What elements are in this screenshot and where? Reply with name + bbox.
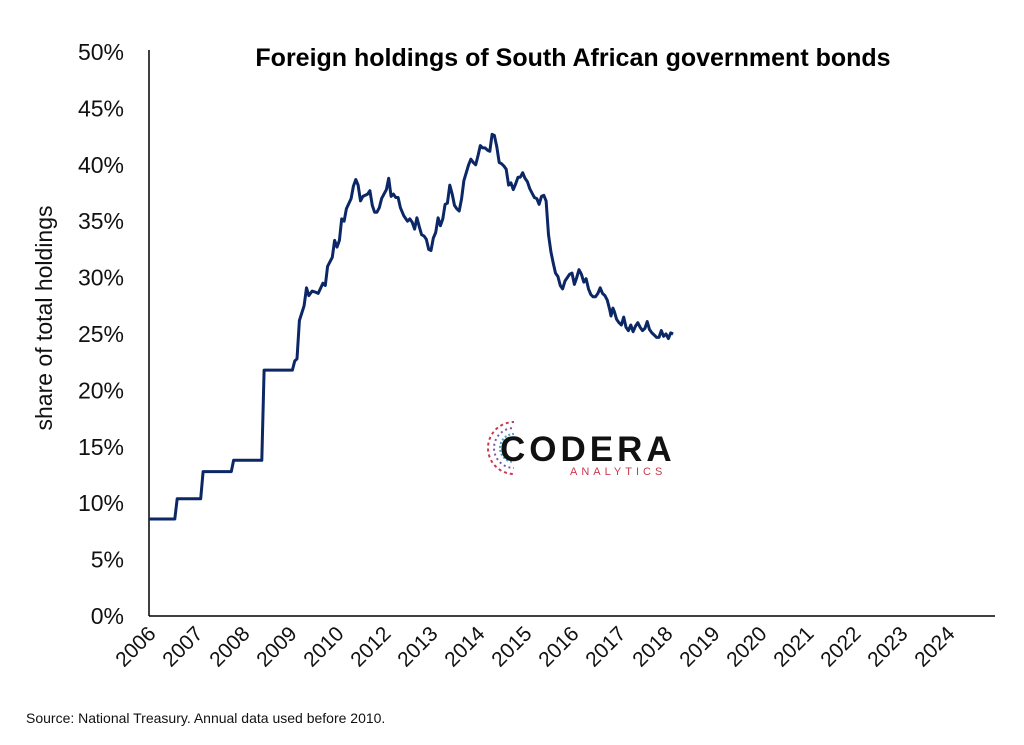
y-tick-label: 30% xyxy=(78,265,124,291)
logo-mark-icon xyxy=(487,420,544,478)
chart-title: Foreign holdings of South African govern… xyxy=(255,44,890,72)
y-tick-label: 35% xyxy=(78,208,124,234)
x-tick-label: 2009 xyxy=(252,622,301,671)
x-tick-label: 2023 xyxy=(863,622,912,671)
x-tick-label: 2021 xyxy=(769,622,818,671)
y-axis-label: share of total holdings xyxy=(31,205,57,430)
x-tick-label: 2016 xyxy=(534,622,583,671)
x-tick-label: 2006 xyxy=(111,622,160,671)
x-tick-label: 2019 xyxy=(675,622,724,671)
logo-name: CODERA xyxy=(500,430,676,469)
y-tick-label: 40% xyxy=(78,152,124,178)
x-tick-label: 2010 xyxy=(299,622,348,671)
y-tick-label: 15% xyxy=(78,434,124,460)
source-note: Source: National Treasury. Annual data u… xyxy=(26,710,386,726)
x-tick-label: 2008 xyxy=(205,622,254,671)
y-tick-label: 0% xyxy=(91,603,124,629)
x-tick-label: 2012 xyxy=(346,622,395,671)
x-tick-label: 2017 xyxy=(581,622,630,671)
y-tick-label: 25% xyxy=(78,321,124,347)
codera-logo: CODERA ANALYTICS xyxy=(487,420,676,478)
y-tick-label: 5% xyxy=(91,547,124,573)
x-tick-label: 2013 xyxy=(393,622,442,671)
y-tick-labels: 0% 5% 10% 15% 20% 25% 30% 35% 40% 45% 50% xyxy=(78,39,124,629)
series-line xyxy=(149,132,674,521)
x-tick-label: 2018 xyxy=(628,622,677,671)
x-tick-label: 2022 xyxy=(816,622,865,671)
y-tick-label: 45% xyxy=(78,95,124,121)
x-tick-label: 2007 xyxy=(158,622,207,671)
x-tick-label: 2020 xyxy=(722,622,771,671)
x-tick-labels: 2006200720082009201020122013201420152016… xyxy=(111,622,960,672)
y-tick-label: 10% xyxy=(78,490,124,516)
x-tick-label: 2014 xyxy=(440,622,490,672)
x-tick-label: 2024 xyxy=(910,622,960,672)
x-tick-label: 2015 xyxy=(487,622,536,671)
logo-tagline: ANALYTICS xyxy=(570,466,666,478)
y-tick-label: 20% xyxy=(78,377,124,403)
y-tick-label: 50% xyxy=(78,39,124,65)
